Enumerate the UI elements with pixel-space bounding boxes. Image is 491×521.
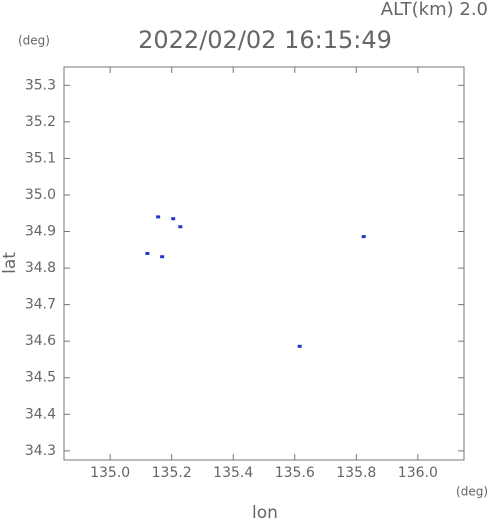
x-tick-label: 135.4 bbox=[213, 465, 253, 481]
y-tick-label: 34.3 bbox=[25, 443, 56, 459]
chart-title: 2022/02/02 16:15:49 bbox=[138, 26, 392, 54]
y-tick-label: 34.5 bbox=[25, 370, 56, 386]
x-tick-label: 135.0 bbox=[90, 465, 130, 481]
y-tick-label: 34.6 bbox=[25, 333, 56, 349]
point bbox=[160, 255, 165, 259]
x-unit: (deg) bbox=[456, 485, 488, 499]
x-tick-label: 135.6 bbox=[275, 465, 315, 481]
point bbox=[361, 235, 366, 239]
y-tick-label: 35.0 bbox=[25, 187, 56, 203]
y-axis-label: lat bbox=[0, 252, 20, 274]
plot-frame bbox=[63, 66, 465, 461]
point bbox=[171, 217, 176, 221]
chart-subtitle: ALT(km) 2.0 bbox=[381, 0, 488, 20]
point bbox=[145, 251, 150, 255]
point bbox=[297, 344, 302, 348]
point bbox=[178, 225, 183, 229]
y-tick-label: 35.2 bbox=[25, 114, 56, 130]
y-tick-label: 34.9 bbox=[25, 224, 56, 240]
y-unit: (deg) bbox=[18, 34, 50, 48]
y-tick-label: 35.1 bbox=[25, 150, 56, 166]
y-tick-label: 34.7 bbox=[25, 297, 56, 313]
x-axis-label: lon bbox=[252, 503, 278, 521]
x-tick-label: 135.2 bbox=[152, 465, 192, 481]
y-tick-label: 34.8 bbox=[25, 260, 56, 276]
y-tick-label: 34.4 bbox=[25, 406, 56, 422]
x-tick-label: 135.8 bbox=[336, 465, 376, 481]
point bbox=[156, 215, 161, 219]
y-tick-label: 35.3 bbox=[25, 77, 56, 93]
x-tick-label: 136.0 bbox=[398, 465, 438, 481]
